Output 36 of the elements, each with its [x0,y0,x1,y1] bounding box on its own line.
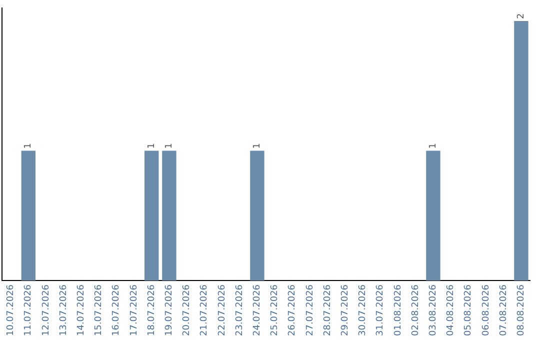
x-tick-label: 03.08.2026 [428,284,439,336]
x-tick-label: 04.08.2026 [446,284,456,336]
x-tick-label: 06.08.2026 [481,284,492,336]
data-label: 2 [516,13,527,19]
x-tick-label: 01.08.2026 [393,284,404,336]
x-tick-label: 25.07.2026 [270,284,280,336]
x-tick-label: 05.08.2026 [464,284,474,336]
x-tick-label: 15.07.2026 [94,284,104,336]
x-tick-label: 11.07.2026 [24,284,34,336]
x-tick-label: 31.07.2026 [376,284,386,336]
x-tick-label: 02.08.2026 [410,284,421,336]
x-tick-label: 10.07.2026 [6,284,16,336]
x-tick-label: 28.07.2026 [322,284,333,336]
x-tick-label: 12.07.2026 [41,284,52,336]
data-label: 1 [146,142,157,149]
x-tick-label: 20.07.2026 [182,284,192,336]
x-tick-label: 19.07.2026 [164,284,175,336]
x-tick-label: 29.07.2026 [340,284,351,336]
x-tick-label: 24.07.2026 [252,284,263,336]
x-tick-label: 27.07.2026 [305,284,316,336]
x-tick-label: 14.07.2026 [76,284,87,336]
data-label: 1 [252,142,263,149]
x-tick-label: 26.07.2026 [288,284,298,336]
x-tick-label: 13.07.2026 [58,284,69,336]
x-tick-label: 23.07.2026 [234,284,245,336]
x-tick-label: 21.07.2026 [200,284,210,336]
x-tick-label: 18.07.2026 [146,284,157,336]
data-label: 1 [428,142,439,149]
data-label: 1 [24,142,34,149]
data-label: 1 [164,142,175,149]
x-tick-label: 07.08.2026 [498,284,509,336]
x-tick-label: 22.07.2026 [217,284,228,336]
x-tick-label: 16.07.2026 [112,284,122,336]
x-tick-label: 08.08.2026 [516,284,527,336]
x-tick-label: 30.07.2026 [358,284,368,336]
x-tick-label: 17.07.2026 [129,284,140,336]
